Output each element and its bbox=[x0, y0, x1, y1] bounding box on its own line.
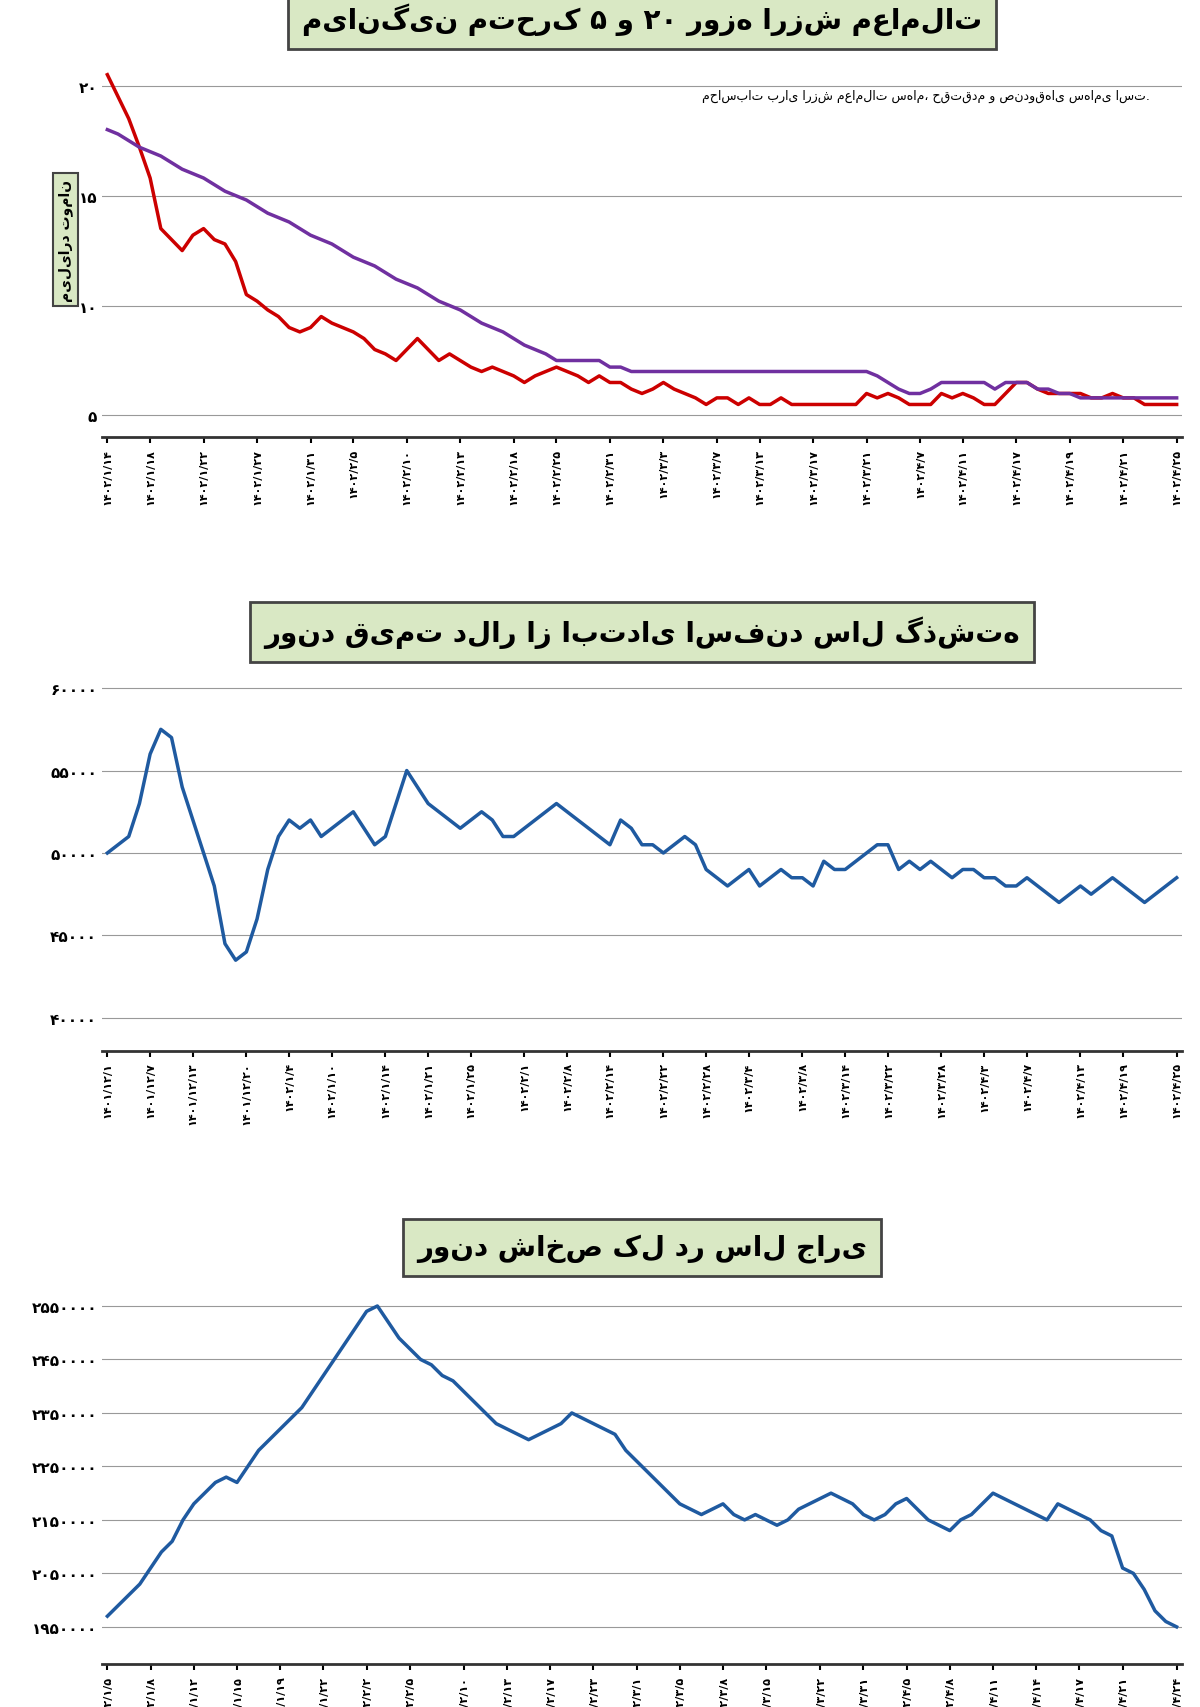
Title: میانگین متحرک ۵ و ۲۰ روزه ارزش معاملات: میانگین متحرک ۵ و ۲۰ روزه ارزش معاملات bbox=[302, 3, 982, 36]
Legend: ۵ روزه, ۲۰ روزه: ۵ روزه, ۲۰ روزه bbox=[490, 623, 794, 674]
Y-axis label: میلیارد تومان: میلیارد تومان bbox=[58, 179, 73, 302]
Title: روند قیمت دلار از ابتدای اسفند سال گذشته: روند قیمت دلار از ابتدای اسفند سال گذشته bbox=[264, 616, 1020, 649]
Text: محاسبات برای ارزش معاملات سهام، حق‌تقدم و صندوق‌های سهامی است.: محاسبات برای ارزش معاملات سهام، حق‌تقدم … bbox=[702, 90, 1150, 104]
Title: روند شاخص کل در سال جاری: روند شاخص کل در سال جاری bbox=[418, 1234, 866, 1263]
